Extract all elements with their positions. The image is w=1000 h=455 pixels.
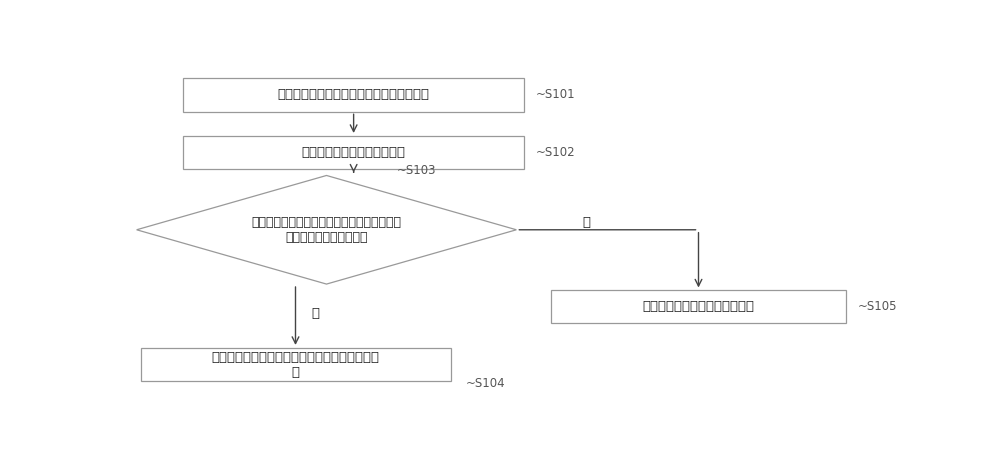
Text: 是: 是 xyxy=(311,308,319,320)
FancyBboxPatch shape xyxy=(183,136,524,169)
Text: ~S105: ~S105 xyxy=(857,300,897,313)
FancyBboxPatch shape xyxy=(183,78,524,111)
Text: ~S103: ~S103 xyxy=(396,164,436,177)
Text: 以预设音频格式采集唤醒词的语音数据样本: 以预设音频格式采集唤醒词的语音数据样本 xyxy=(278,88,430,101)
Text: ~S102: ~S102 xyxy=(536,146,575,159)
Text: ~S104: ~S104 xyxy=(466,378,506,390)
FancyBboxPatch shape xyxy=(140,348,451,381)
Text: 将唤醒词的语音数据样本保存至自定义唤醒词库
中: 将唤醒词的语音数据样本保存至自定义唤醒词库 中 xyxy=(212,351,380,379)
Text: 否: 否 xyxy=(582,216,590,229)
Text: 对特征信息进行归一化，并判断归一化后的特
征信息是否满足预设条件: 对特征信息进行归一化，并判断归一化后的特 征信息是否满足预设条件 xyxy=(252,216,402,244)
Text: 提取语音数据样本的特征信息: 提取语音数据样本的特征信息 xyxy=(302,146,406,159)
FancyBboxPatch shape xyxy=(551,290,846,324)
Text: 重新采集唤醒词的语音数据样本: 重新采集唤醒词的语音数据样本 xyxy=(642,300,755,313)
Text: ~S101: ~S101 xyxy=(536,88,575,101)
Polygon shape xyxy=(137,176,516,284)
